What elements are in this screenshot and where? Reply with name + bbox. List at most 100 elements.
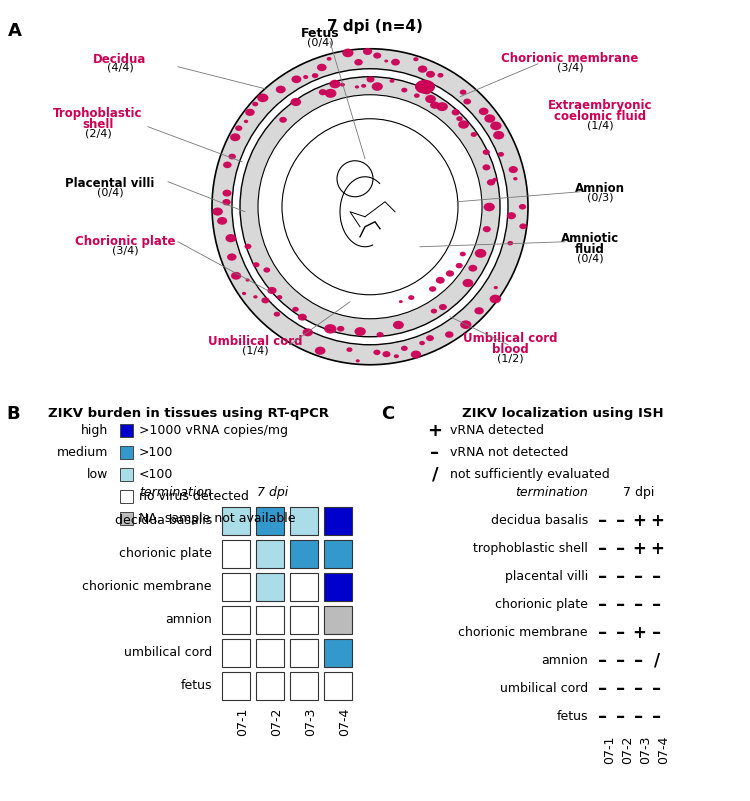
Bar [120,468,133,481]
Ellipse shape [429,286,436,292]
Text: umbilical cord: umbilical cord [124,646,212,659]
Bar [222,606,250,634]
Ellipse shape [384,59,388,62]
Text: amnion: amnion [165,614,212,626]
Text: Trophoblastic: Trophoblastic [53,107,142,120]
Ellipse shape [494,286,498,289]
Ellipse shape [319,89,327,95]
Ellipse shape [231,272,242,280]
Ellipse shape [355,327,366,336]
Text: ZIKV burden in tissues using RT-qPCR: ZIKV burden in tissues using RT-qPCR [47,407,328,420]
Bar [256,606,284,634]
Text: fetus: fetus [556,710,588,723]
Ellipse shape [222,199,231,205]
Ellipse shape [324,324,337,333]
Ellipse shape [232,69,508,344]
Text: –: – [598,708,608,726]
Bar [324,606,352,634]
Bar [222,540,250,568]
Text: –: – [634,708,644,726]
Bar [222,672,250,700]
Text: chorionic plate: chorionic plate [495,598,588,611]
Bar [290,672,318,700]
Ellipse shape [227,253,236,260]
Ellipse shape [445,332,454,338]
Ellipse shape [487,179,495,186]
Text: 7 dpi: 7 dpi [623,485,655,498]
Bar [290,606,318,634]
Ellipse shape [460,90,466,95]
Text: –: – [616,680,626,698]
Text: <100: <100 [139,468,173,481]
Text: Extraembryonic: Extraembryonic [548,99,652,112]
Text: fluid: fluid [575,243,605,256]
Bar [324,672,352,700]
Ellipse shape [411,351,421,359]
Ellipse shape [483,149,490,155]
Ellipse shape [372,83,382,91]
Ellipse shape [509,166,518,173]
Text: low: low [86,468,108,481]
Text: –: – [430,444,439,461]
Bar [256,672,284,700]
Ellipse shape [254,296,257,299]
Text: /: / [654,652,660,670]
Ellipse shape [507,212,516,219]
Ellipse shape [430,102,439,109]
Text: >100: >100 [139,446,173,459]
Ellipse shape [258,95,482,319]
Text: 7 dpi: 7 dpi [257,485,289,498]
Ellipse shape [230,133,240,141]
Text: decidua basalis: decidua basalis [490,514,588,527]
Bar [120,512,133,525]
Text: ZIKV localization using ISH: ZIKV localization using ISH [462,407,664,420]
Ellipse shape [493,131,504,139]
Ellipse shape [430,308,437,313]
Ellipse shape [240,77,500,336]
Text: 7 dpi (n=4): 7 dpi (n=4) [327,18,423,34]
Text: –: – [616,652,626,670]
Ellipse shape [426,335,434,341]
Ellipse shape [282,119,458,295]
Text: fetus: fetus [181,679,212,692]
Text: –: – [616,596,626,614]
Ellipse shape [446,270,454,276]
Bar [256,507,284,535]
Text: vRNA detected: vRNA detected [450,424,544,437]
Ellipse shape [263,268,270,272]
Ellipse shape [408,296,415,300]
Ellipse shape [298,314,307,320]
Ellipse shape [267,287,277,294]
Text: coelomic fluid: coelomic fluid [554,110,646,123]
Ellipse shape [482,164,490,171]
Text: (0/3): (0/3) [586,193,613,203]
Text: vRNA not detected: vRNA not detected [450,446,568,459]
Ellipse shape [436,103,448,111]
Ellipse shape [253,262,260,268]
Text: +: + [650,540,664,557]
Ellipse shape [363,48,372,55]
Text: –: – [634,652,644,670]
Ellipse shape [325,89,337,98]
Ellipse shape [426,70,435,78]
Text: blood: blood [492,343,528,356]
Text: 07-4: 07-4 [338,707,351,736]
Ellipse shape [507,241,513,245]
Text: –: – [616,708,626,726]
Text: A: A [8,22,22,40]
Text: –: – [652,624,662,642]
Text: B: B [6,405,20,422]
Ellipse shape [394,354,399,358]
Ellipse shape [355,85,359,89]
Ellipse shape [376,332,383,337]
Bar [324,573,352,601]
Bar [256,540,284,568]
Bar [120,490,133,503]
Text: termination: termination [140,485,212,498]
Ellipse shape [419,341,425,345]
Ellipse shape [460,252,466,256]
Ellipse shape [374,53,381,58]
Ellipse shape [244,119,248,123]
Ellipse shape [274,312,280,316]
Ellipse shape [389,79,394,83]
